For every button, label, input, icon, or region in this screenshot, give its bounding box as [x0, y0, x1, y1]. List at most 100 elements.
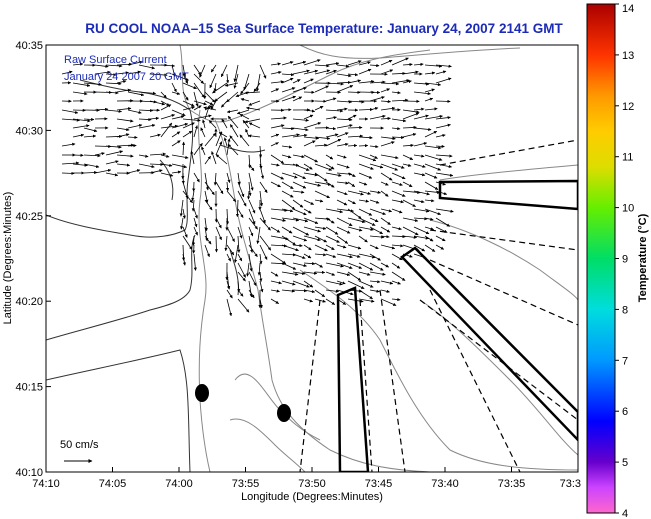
current-vector: [253, 82, 261, 93]
current-vector: [116, 127, 130, 132]
current-vector: [314, 136, 331, 140]
current-vector: [413, 226, 430, 235]
current-vector: [259, 190, 264, 207]
current-vector: [193, 114, 212, 120]
current-vector: [391, 181, 403, 186]
current-vector: [281, 253, 297, 257]
current-vector: [226, 91, 239, 103]
current-vector: [424, 82, 442, 87]
current-vector: [193, 73, 204, 84]
radar-beams: [299, 139, 578, 472]
current-vector: [292, 96, 303, 102]
current-vector: [182, 118, 201, 122]
current-vector: [380, 88, 391, 93]
current-vector: [303, 154, 318, 163]
current-vector: [191, 190, 195, 202]
current-vector: [391, 118, 407, 123]
current-vector: [303, 226, 321, 233]
current-vector: [303, 280, 314, 288]
current-vector: [292, 280, 310, 288]
current-vector: [336, 280, 346, 285]
current-vector: [402, 125, 417, 130]
chart-title: RU COOL NOAA–15 Sea Surface Temperature:…: [85, 21, 563, 36]
current-vector: [270, 181, 281, 188]
current-vector: [314, 181, 332, 186]
current-vector: [215, 181, 224, 195]
current-vector: [200, 127, 206, 138]
current-vector: [303, 235, 321, 242]
current-vector: [325, 138, 342, 147]
current-vector: [182, 190, 193, 204]
current-vector: [259, 181, 268, 193]
current-vector: [281, 73, 295, 77]
current-vector: [220, 64, 228, 78]
current-vector: [380, 106, 396, 111]
current-vector: [336, 271, 351, 277]
current-vector: [237, 172, 241, 186]
current-vector: [281, 244, 299, 252]
current-vector: [336, 172, 353, 176]
current-vector: [380, 116, 391, 121]
current-vector: [204, 199, 213, 211]
current-vector: [336, 262, 353, 269]
current-vector: [358, 217, 376, 226]
current-vector: [369, 226, 383, 235]
current-vector: [435, 244, 445, 250]
current-vector: [424, 71, 436, 75]
current-vector: [180, 217, 184, 230]
current-vector: [402, 199, 416, 207]
current-vector: [116, 118, 134, 123]
current-vector: [292, 190, 305, 194]
current-vector: [336, 154, 347, 159]
surface-current-vectors: [61, 57, 454, 317]
current-vector: [226, 190, 237, 202]
current-vector: [424, 172, 438, 179]
current-vector: [247, 190, 251, 200]
current-vector: [209, 73, 217, 89]
current-vector: [369, 271, 386, 276]
current-vector: [182, 253, 187, 266]
current-vector: [424, 163, 441, 171]
current-vector: [402, 109, 420, 114]
current-vector: [138, 91, 157, 95]
current-vector: [325, 244, 335, 251]
current-vector: [314, 64, 330, 68]
current-vector: [61, 171, 75, 175]
current-vector: [358, 253, 376, 259]
colorbar-tick-label: 13: [622, 50, 634, 62]
current-vector: [226, 73, 230, 84]
current-vector: [435, 70, 447, 75]
current-vector: [391, 126, 401, 131]
current-vector: [270, 253, 287, 264]
x-tick-label: 73:45: [365, 478, 393, 490]
current-vector: [402, 163, 412, 167]
current-vector: [281, 226, 293, 234]
current-vector: [391, 172, 406, 180]
current-vector: [259, 145, 263, 158]
current-vector: [182, 226, 188, 238]
current-vector: [193, 100, 207, 106]
current-vector: [244, 118, 261, 124]
current-vector: [160, 154, 170, 158]
current-vector: [435, 144, 445, 148]
current-vector: [314, 105, 324, 111]
current-vector: [380, 82, 400, 86]
current-vector: [182, 122, 195, 129]
current-vector: [226, 109, 239, 114]
current-vector: [149, 169, 163, 174]
current-vector: [248, 226, 254, 237]
current-vector: [116, 88, 132, 93]
current-vector: [244, 91, 261, 95]
y-tick-label: 40:10: [15, 467, 43, 479]
current-vector: [314, 262, 323, 268]
current-vector: [83, 170, 98, 175]
current-vector: [380, 235, 390, 239]
current-vector: [237, 235, 241, 253]
current-vector: [127, 144, 137, 148]
current-vector: [204, 190, 209, 204]
current-vector: [204, 132, 217, 147]
current-vector: [292, 60, 307, 66]
current-vector: [171, 131, 181, 138]
current-vector: [240, 82, 250, 95]
current-vector: [358, 163, 374, 170]
